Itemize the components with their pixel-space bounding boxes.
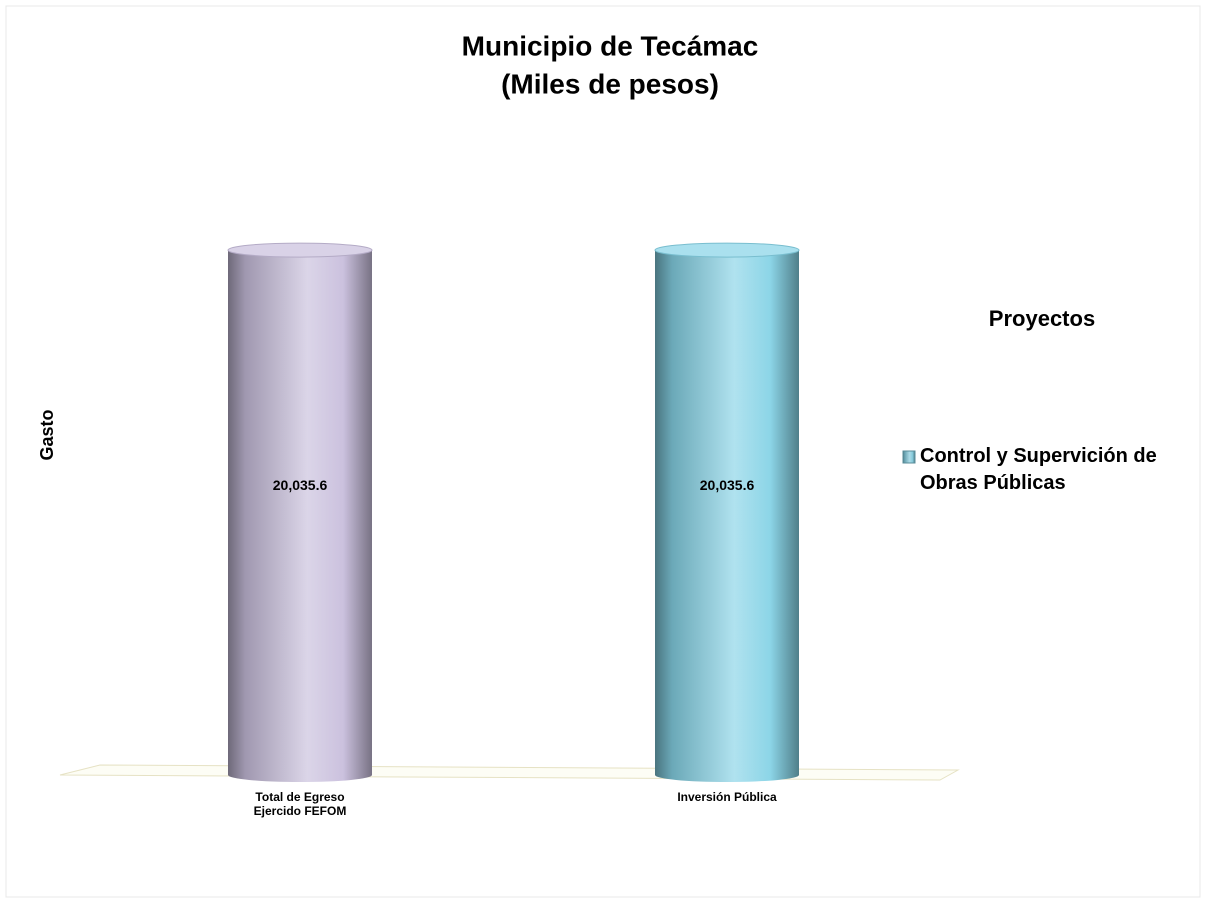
- value-label: 20,035.6: [273, 477, 328, 493]
- y-axis-label: Gasto: [37, 409, 57, 460]
- cylinder-top: [227, 242, 373, 258]
- floor: [59, 764, 960, 781]
- x-tick-label: Inversión Pública: [677, 790, 777, 804]
- chart-subtitle: (Miles de pesos): [501, 68, 719, 99]
- frame: [5, 5, 1201, 898]
- bar: [654, 242, 800, 782]
- x-tick-label: Total de Egreso Ejercido FEFOM: [253, 790, 347, 818]
- legend-label: Control y Supervición de Obras Públicas: [920, 445, 1157, 494]
- plot: 20,035.6 20,035.6: [227, 242, 800, 782]
- chart-title: Municipio de Tecámac: [462, 30, 759, 61]
- bar: [227, 242, 373, 782]
- legend-marker: [902, 450, 916, 464]
- value-label: 20,035.6: [700, 477, 755, 493]
- cylinder-top: [654, 242, 800, 258]
- cylinder-body: [655, 250, 799, 776]
- cylinder-body: [228, 250, 372, 776]
- legend-title: Proyectos: [989, 306, 1095, 331]
